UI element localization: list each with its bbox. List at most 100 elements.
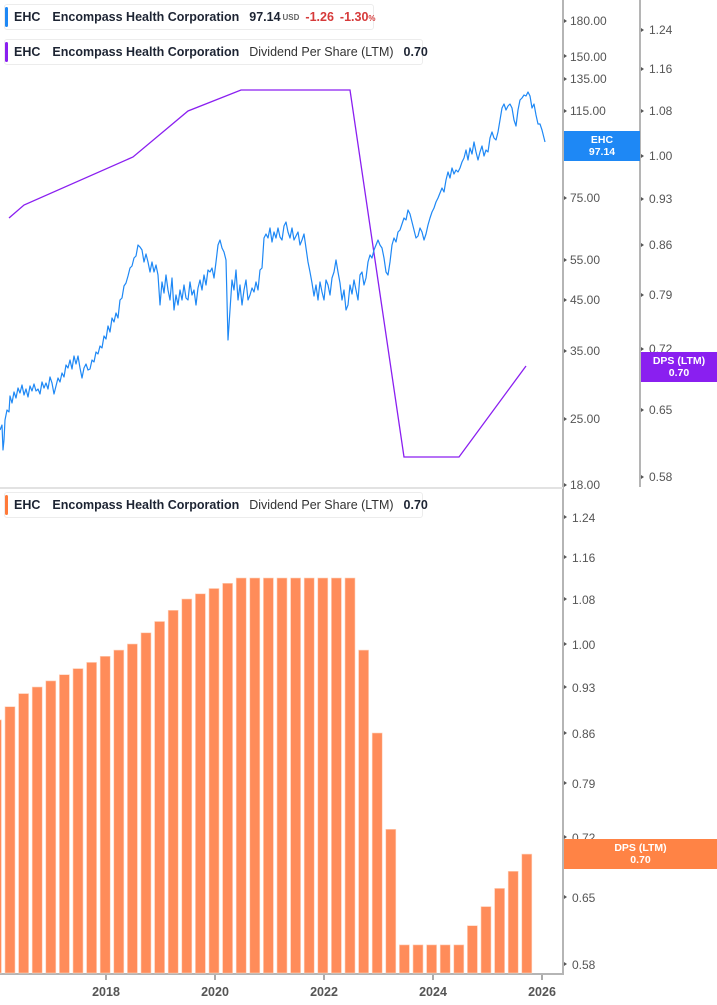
- dps-bar[interactable]: [140, 632, 152, 974]
- legend-price-value: 97.14: [249, 10, 281, 24]
- legend-change-pct-value: -1.30: [339, 10, 369, 24]
- dps-bar[interactable]: [467, 925, 478, 974]
- dps-bar[interactable]: [181, 598, 193, 974]
- dps-bar[interactable]: [72, 668, 84, 974]
- dps-bar[interactable]: [45, 680, 57, 974]
- price-tick: 55.00: [570, 253, 600, 267]
- legend-metric-value: 0.70: [403, 498, 428, 512]
- dps-bar[interactable]: [235, 577, 247, 974]
- dps-bar[interactable]: [331, 577, 342, 974]
- legend-bottom-dps[interactable]: EHC Encompass Health Corporation Dividen…: [4, 492, 428, 518]
- x-label-year: 2026: [528, 985, 556, 999]
- dps-bar[interactable]: [480, 906, 492, 974]
- dps-tick: 0.86: [649, 238, 673, 252]
- dps-bar[interactable]: [222, 582, 233, 974]
- dps-bar[interactable]: [195, 593, 206, 974]
- dps-tick: 1.16: [572, 551, 596, 565]
- dps-bar[interactable]: [31, 686, 43, 974]
- dps-tick: 0.86: [572, 727, 596, 741]
- bottom-dps-flag: DPS (LTM) 0.70: [564, 839, 717, 869]
- price-tick: 135.00: [570, 72, 607, 86]
- dps-bar[interactable]: [317, 577, 329, 974]
- dps-bar[interactable]: [276, 577, 288, 974]
- dps-bar[interactable]: [4, 706, 16, 974]
- dps-bar[interactable]: [507, 870, 519, 974]
- percent-sign: %: [368, 14, 376, 23]
- legend-metric-value: 0.70: [403, 45, 428, 59]
- price-flag-value: 97.14: [588, 146, 616, 158]
- legend-company-name: Encompass Health Corporation: [52, 498, 240, 512]
- dps-bar[interactable]: [0, 719, 2, 974]
- price-axis-ticks: [564, 19, 567, 487]
- dps-flag: DPS (LTM) 0.70: [641, 352, 717, 382]
- dps-tick: 1.00: [649, 149, 673, 163]
- dps-bar[interactable]: [412, 944, 424, 974]
- dps-bar[interactable]: [263, 577, 274, 974]
- dps-flag-value: 0.70: [668, 367, 690, 379]
- legend-ticker: EHC: [14, 45, 41, 59]
- dps-bar[interactable]: [358, 649, 369, 974]
- price-tick: 115.00: [570, 104, 606, 118]
- dps-bar[interactable]: [521, 853, 533, 974]
- legend-color-swatch: [5, 495, 8, 515]
- dps-bar[interactable]: [453, 944, 465, 974]
- dps-flag-label: DPS (LTM): [652, 355, 706, 367]
- legend-metric: Dividend Per Share (LTM): [249, 498, 394, 512]
- dps-bar[interactable]: [167, 609, 179, 974]
- legend-company-name: Encompass Health Corporation: [52, 10, 240, 24]
- legend-change: -1.26: [305, 10, 334, 24]
- bottom-dps-flag-value: 0.70: [630, 854, 651, 866]
- price-tick: 18.00: [570, 478, 600, 490]
- legend-ticker: EHC: [14, 10, 41, 24]
- legend-ticker: EHC: [14, 498, 41, 512]
- dps-bar[interactable]: [385, 828, 397, 974]
- dps-tick: 1.24: [649, 23, 673, 37]
- price-tick: 35.00: [570, 344, 600, 358]
- dps-bar[interactable]: [290, 577, 301, 974]
- dps-tick: 1.00: [572, 638, 596, 652]
- dps-bar[interactable]: [99, 655, 111, 974]
- x-label-year: 2022: [310, 985, 338, 999]
- dps-bar[interactable]: [344, 577, 356, 974]
- dps-bars[interactable]: [0, 577, 533, 974]
- x-label-year: 2024: [419, 985, 447, 999]
- dps-bar[interactable]: [426, 944, 437, 974]
- dps-tick: 0.79: [572, 777, 596, 791]
- dps-bar[interactable]: [86, 662, 97, 974]
- x-label-year: 2018: [92, 985, 120, 999]
- price-line[interactable]: [0, 91, 546, 451]
- dps-bar[interactable]: [113, 649, 125, 974]
- dps-bar[interactable]: [127, 643, 138, 974]
- dps-bar[interactable]: [303, 577, 315, 974]
- legend-change-pct: -1.30%: [340, 10, 376, 24]
- dps-tick: 0.65: [649, 403, 673, 417]
- dps-bar[interactable]: [439, 944, 451, 974]
- dps-tick: 0.58: [572, 958, 596, 972]
- legend-company-name: Encompass Health Corporation: [52, 45, 240, 59]
- dps-bar[interactable]: [249, 577, 261, 974]
- price-tick: 25.00: [570, 412, 600, 426]
- legend-color-swatch: [5, 7, 8, 27]
- price-tick: 180.00: [570, 14, 607, 28]
- bottom-y-axis-ticks: [564, 515, 567, 966]
- dps-tick: 1.08: [649, 104, 673, 118]
- dps-tick: 1.16: [649, 62, 673, 76]
- dps-tick: 0.93: [572, 681, 596, 695]
- dps-bar[interactable]: [371, 732, 383, 974]
- dps-tick: 1.24: [572, 511, 596, 525]
- legend-price[interactable]: EHC Encompass Health Corporation 97.14 U…: [4, 4, 376, 30]
- dps-tick: 0.93: [649, 192, 673, 206]
- dps-bar[interactable]: [59, 674, 70, 974]
- dps-bar[interactable]: [399, 944, 410, 974]
- legend-currency: USD: [282, 12, 300, 22]
- dps-bar[interactable]: [154, 621, 165, 974]
- dps-bar[interactable]: [208, 588, 220, 974]
- price-tick: 150.00: [570, 50, 607, 64]
- dps-tick: 1.08: [572, 593, 596, 607]
- x-label-year: 2020: [201, 985, 229, 999]
- dps-bar[interactable]: [494, 888, 505, 974]
- dps-bar[interactable]: [18, 693, 29, 974]
- dps-line[interactable]: [8, 89, 527, 458]
- legend-dps[interactable]: EHC Encompass Health Corporation Dividen…: [4, 39, 428, 65]
